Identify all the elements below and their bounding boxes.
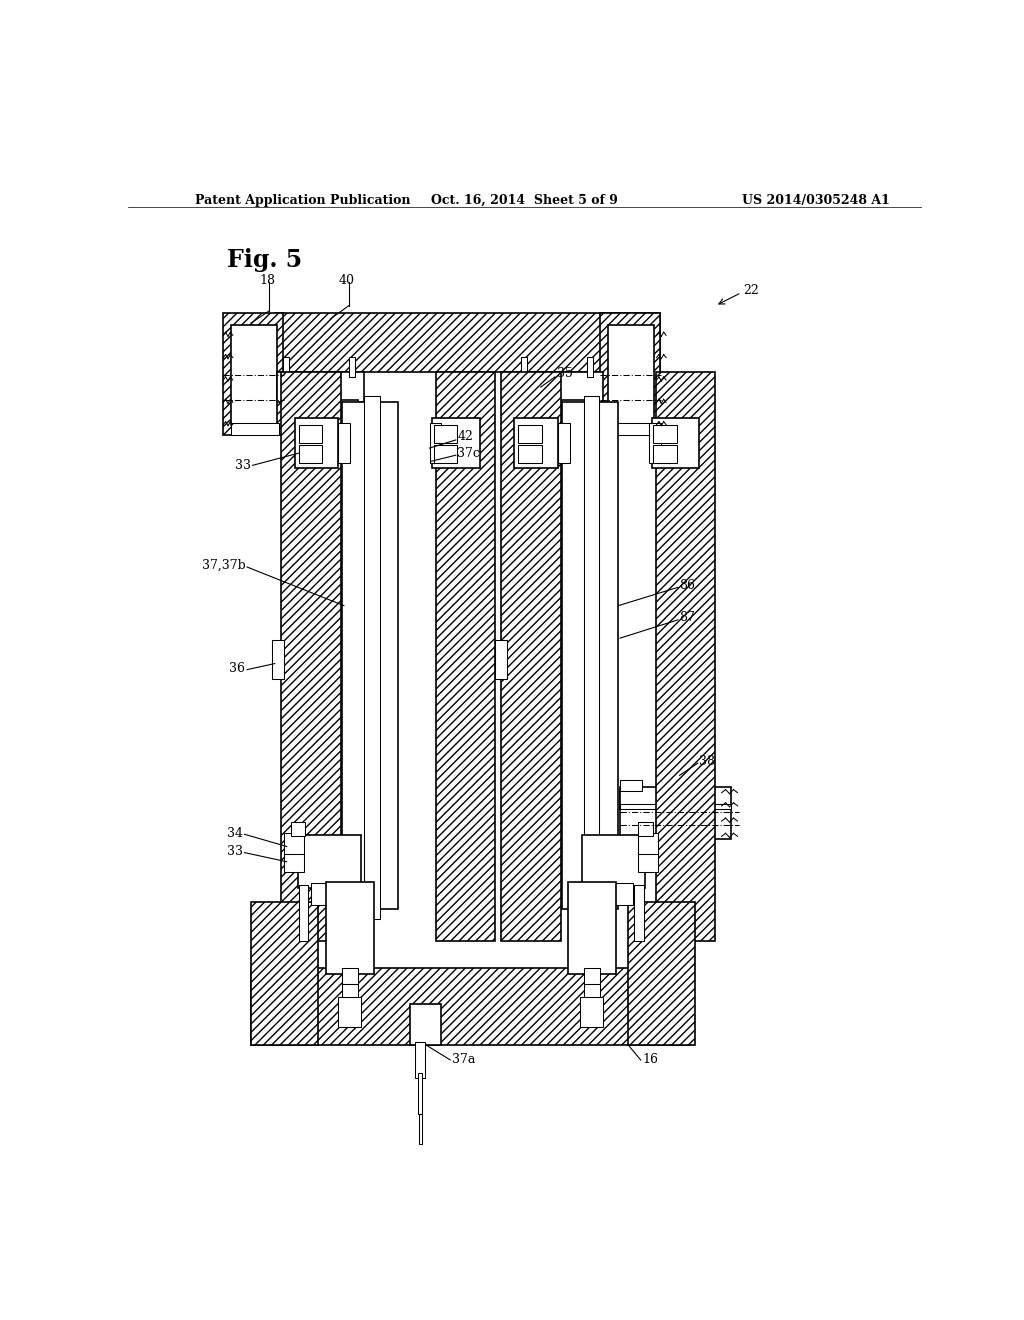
Text: 42: 42 xyxy=(458,430,473,444)
Bar xyxy=(410,1005,441,1044)
Bar xyxy=(432,417,479,469)
Bar xyxy=(585,983,600,1002)
Text: Fig. 5: Fig. 5 xyxy=(227,248,302,272)
Text: 38: 38 xyxy=(699,755,716,768)
Text: 87: 87 xyxy=(680,611,695,624)
Bar xyxy=(634,886,644,941)
Text: 34: 34 xyxy=(227,826,243,840)
Bar xyxy=(638,833,658,854)
Bar xyxy=(285,851,304,873)
Bar xyxy=(638,822,652,837)
Text: US 2014/0305248 A1: US 2014/0305248 A1 xyxy=(742,194,890,207)
Bar xyxy=(581,997,602,1027)
Bar xyxy=(568,882,616,974)
Bar xyxy=(231,422,279,434)
Bar xyxy=(327,882,374,974)
Bar xyxy=(582,836,645,888)
Bar xyxy=(433,445,458,463)
Bar xyxy=(299,425,323,444)
Bar xyxy=(562,403,617,908)
Bar xyxy=(278,372,365,403)
Bar xyxy=(514,417,558,469)
Bar xyxy=(342,983,358,1002)
Bar xyxy=(501,372,560,941)
Bar xyxy=(298,836,361,888)
Bar xyxy=(515,372,602,403)
Bar xyxy=(299,445,323,463)
Bar xyxy=(585,969,600,983)
Text: 33: 33 xyxy=(227,845,243,858)
Bar xyxy=(348,356,355,378)
Bar xyxy=(342,969,358,983)
Bar xyxy=(584,396,599,919)
Bar xyxy=(521,400,596,422)
Bar xyxy=(231,325,278,425)
Bar xyxy=(653,425,677,444)
Text: Oct. 16, 2014  Sheet 5 of 9: Oct. 16, 2014 Sheet 5 of 9 xyxy=(431,194,618,207)
Text: 16: 16 xyxy=(642,1053,658,1067)
Bar xyxy=(338,997,360,1027)
Text: 22: 22 xyxy=(743,284,759,297)
Bar xyxy=(620,791,672,809)
Bar xyxy=(495,640,507,678)
Text: 33: 33 xyxy=(234,459,251,471)
Bar xyxy=(310,883,348,906)
Bar xyxy=(223,313,283,434)
Bar xyxy=(587,356,593,378)
Text: 37,37b: 37,37b xyxy=(202,558,246,572)
Bar xyxy=(418,1073,423,1114)
Bar xyxy=(342,403,398,908)
Bar xyxy=(620,787,731,840)
Bar xyxy=(595,883,633,906)
Bar xyxy=(436,372,496,941)
Bar xyxy=(274,313,659,372)
Bar xyxy=(652,417,699,469)
Bar xyxy=(251,903,318,1044)
Bar xyxy=(433,425,458,444)
Text: 37c: 37c xyxy=(458,446,480,459)
Text: Patent Application Publication: Patent Application Publication xyxy=(196,194,411,207)
Bar xyxy=(638,851,658,873)
Bar xyxy=(521,356,527,378)
Bar xyxy=(338,422,350,463)
Text: 18: 18 xyxy=(259,273,274,286)
Bar xyxy=(518,425,543,444)
Text: 40: 40 xyxy=(338,273,354,286)
Bar xyxy=(620,780,642,791)
Bar xyxy=(299,886,308,941)
Bar xyxy=(283,400,358,422)
Bar xyxy=(251,969,691,1044)
Bar xyxy=(419,1114,422,1144)
Bar xyxy=(295,417,338,469)
Bar xyxy=(655,372,715,941)
Bar xyxy=(272,640,285,678)
Bar xyxy=(608,325,654,425)
Bar xyxy=(606,422,654,434)
Text: 35: 35 xyxy=(557,367,572,380)
Bar xyxy=(416,1041,425,1078)
Bar xyxy=(282,372,341,941)
Bar xyxy=(558,422,570,463)
Bar xyxy=(518,445,543,463)
Bar xyxy=(285,833,304,854)
Bar xyxy=(430,422,441,463)
Bar xyxy=(291,822,305,837)
Bar xyxy=(600,313,659,434)
Text: 36: 36 xyxy=(229,663,246,675)
Bar xyxy=(283,356,289,378)
Text: 86: 86 xyxy=(680,578,695,591)
Bar xyxy=(649,422,662,463)
Bar xyxy=(620,804,731,809)
Text: 37a: 37a xyxy=(452,1053,475,1067)
Bar xyxy=(628,903,695,1044)
Bar xyxy=(653,445,677,463)
Bar xyxy=(364,396,380,919)
